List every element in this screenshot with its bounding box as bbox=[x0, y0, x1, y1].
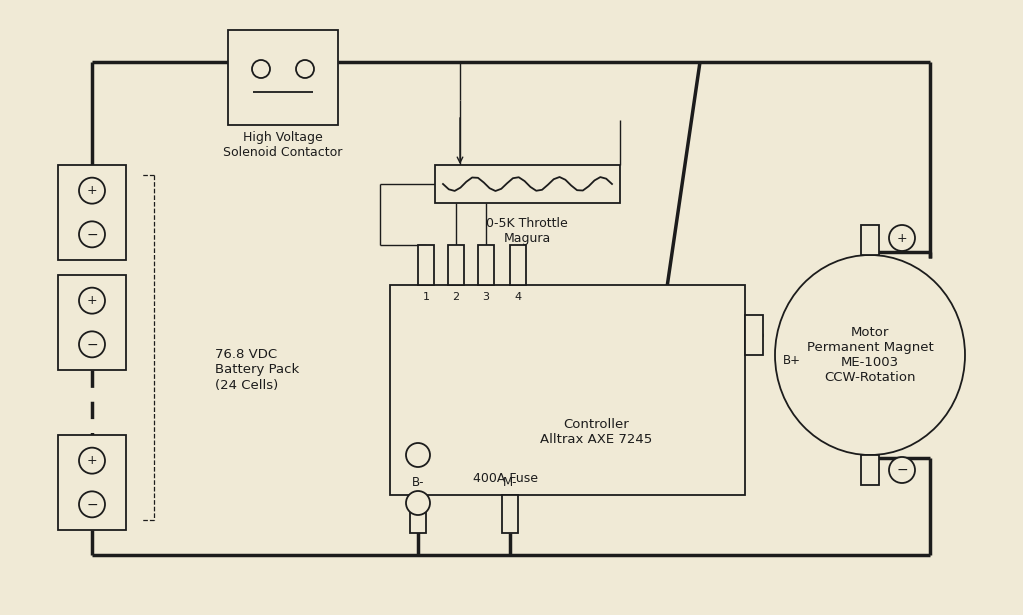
Text: +: + bbox=[87, 454, 97, 467]
Bar bbox=[435, 165, 620, 203]
Circle shape bbox=[79, 491, 105, 517]
Bar bbox=[410, 495, 426, 533]
Text: −: − bbox=[86, 228, 98, 241]
Text: −: − bbox=[86, 338, 98, 351]
Circle shape bbox=[889, 457, 915, 483]
Circle shape bbox=[889, 225, 915, 251]
Bar bbox=[861, 225, 879, 255]
Text: −: − bbox=[86, 498, 98, 511]
Bar bbox=[58, 435, 126, 530]
Text: 2: 2 bbox=[452, 292, 459, 302]
Bar bbox=[228, 30, 338, 125]
Text: Motor
Permanent Magnet
ME-1003
CCW-Rotation: Motor Permanent Magnet ME-1003 CCW-Rotat… bbox=[806, 326, 933, 384]
Text: +: + bbox=[87, 294, 97, 307]
Text: +: + bbox=[897, 231, 907, 245]
Bar bbox=[390, 285, 745, 495]
Ellipse shape bbox=[775, 255, 965, 455]
Text: 400A Fuse: 400A Fuse bbox=[473, 472, 538, 485]
Text: 0-5K Throttle
Magura: 0-5K Throttle Magura bbox=[486, 217, 568, 245]
Text: 3: 3 bbox=[483, 292, 489, 302]
Circle shape bbox=[406, 491, 430, 515]
Text: 4: 4 bbox=[515, 292, 522, 302]
Text: 76.8 VDC
Battery Pack
(24 Cells): 76.8 VDC Battery Pack (24 Cells) bbox=[215, 349, 300, 392]
Bar bbox=[861, 455, 879, 485]
Text: B-: B- bbox=[411, 477, 425, 490]
Bar bbox=[448, 245, 464, 285]
Bar bbox=[745, 315, 763, 355]
Bar bbox=[478, 245, 494, 285]
Circle shape bbox=[79, 331, 105, 357]
Circle shape bbox=[252, 60, 270, 78]
Text: M-: M- bbox=[502, 477, 518, 490]
Circle shape bbox=[79, 178, 105, 204]
Bar bbox=[58, 275, 126, 370]
Text: B+: B+ bbox=[783, 354, 801, 367]
Circle shape bbox=[406, 443, 430, 467]
Circle shape bbox=[79, 448, 105, 474]
Bar bbox=[502, 495, 518, 533]
Text: High Voltage
Solenoid Contactor: High Voltage Solenoid Contactor bbox=[223, 131, 343, 159]
Circle shape bbox=[296, 60, 314, 78]
Text: +: + bbox=[87, 184, 97, 197]
Text: −: − bbox=[896, 463, 907, 477]
Circle shape bbox=[79, 221, 105, 247]
Bar bbox=[418, 245, 434, 285]
Circle shape bbox=[79, 288, 105, 314]
Bar bbox=[510, 245, 526, 285]
Bar bbox=[58, 165, 126, 260]
Text: 1: 1 bbox=[422, 292, 430, 302]
Text: Controller
Alltrax AXE 7245: Controller Alltrax AXE 7245 bbox=[540, 418, 652, 446]
